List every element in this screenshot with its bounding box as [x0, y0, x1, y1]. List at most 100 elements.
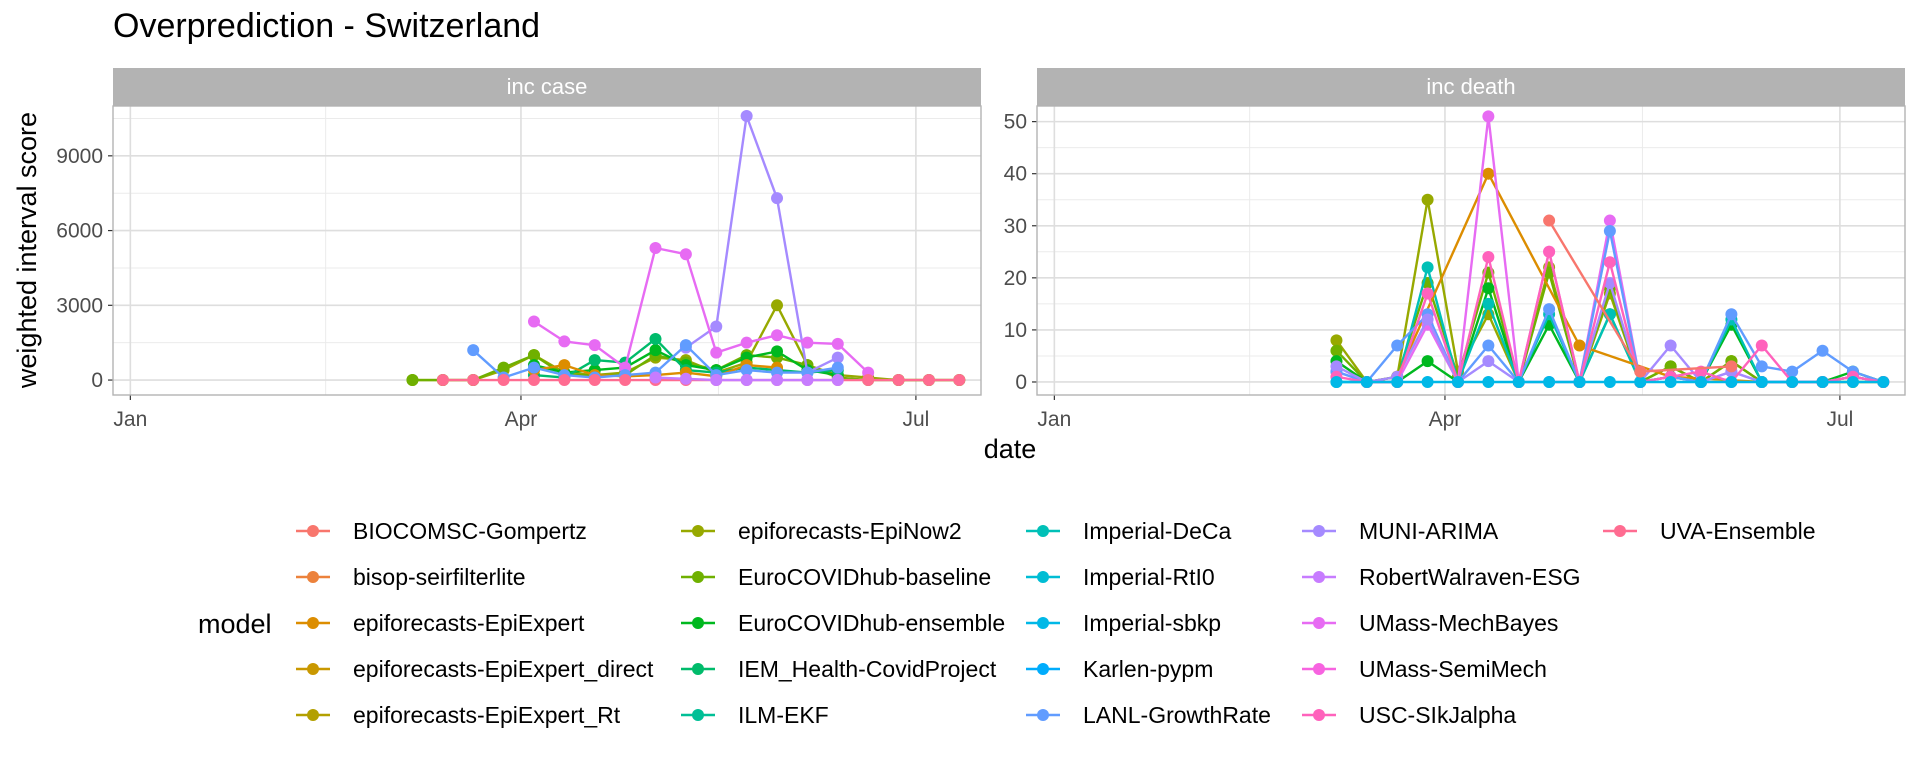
data-point: [710, 346, 723, 359]
data-point: [953, 374, 966, 387]
data-point: [1603, 214, 1616, 227]
legend-label: Karlen-pypm: [1083, 656, 1213, 682]
data-point: [771, 299, 784, 312]
data-point: [740, 109, 753, 122]
data-point: [1330, 375, 1343, 388]
data-point: [1695, 375, 1708, 388]
legend-label: EuroCOVIDhub-ensemble: [738, 610, 1005, 636]
legend-label: IEM_Health-CovidProject: [738, 656, 997, 682]
y-tick-label: 30: [1004, 215, 1027, 238]
data-point: [1725, 375, 1738, 388]
legend-label: epiforecasts-EpiExpert_Rt: [353, 702, 621, 728]
data-point: [831, 351, 844, 364]
data-point: [1421, 313, 1434, 326]
legend-key-point: [307, 663, 319, 675]
legend-label: epiforecasts-EpiNow2: [738, 518, 962, 544]
data-point: [1603, 224, 1616, 237]
data-point: [1664, 339, 1677, 352]
legend-item: bisop-seirfilterlite: [296, 564, 526, 590]
data-point: [922, 374, 935, 387]
panel-inc-death: inc death 0 10 20 30 40 50 Jan Apr Jul: [1004, 68, 1906, 431]
chart-title: Overprediction - Switzerland: [113, 7, 540, 45]
legend-label: MUNI-ARIMA: [1359, 518, 1499, 544]
series-Imperial-sbkp: [1330, 375, 1890, 388]
data-point: [862, 374, 875, 387]
data-point: [1786, 375, 1799, 388]
y-tick-label: 6000: [56, 220, 103, 243]
data-point: [649, 371, 662, 384]
data-point: [1421, 287, 1434, 300]
data-point: [588, 354, 601, 367]
y-tick-label: 0: [1015, 371, 1027, 394]
data-point: [1482, 282, 1495, 295]
data-point: [527, 349, 540, 362]
y-tick-label: 50: [1004, 111, 1027, 134]
data-point: [467, 374, 480, 387]
y-tick-label: 3000: [56, 294, 103, 317]
data-point: [831, 337, 844, 350]
data-point: [1482, 110, 1495, 123]
legend-key-point: [1037, 571, 1049, 583]
data-point: [1664, 375, 1677, 388]
data-point: [1451, 375, 1464, 388]
y-tick-label: 10: [1004, 319, 1027, 342]
legend-item: EuroCOVIDhub-baseline: [681, 564, 991, 590]
data-point: [1786, 365, 1799, 378]
legend-item: Imperial-DeCa: [1026, 518, 1231, 544]
x-tick-label: Jan: [1037, 408, 1071, 431]
legend-item: UVA-Ensemble: [1603, 518, 1816, 544]
data-point: [1603, 375, 1616, 388]
data-point: [649, 332, 662, 345]
data-point: [527, 374, 540, 387]
legend-item: UMass-MechBayes: [1302, 610, 1558, 636]
legend-key-point: [692, 525, 704, 537]
data-point: [1512, 375, 1525, 388]
data-point: [1725, 308, 1738, 321]
data-point: [831, 374, 844, 387]
data-point: [649, 344, 662, 357]
data-point: [1603, 256, 1616, 269]
legend-item: Karlen-pypm: [1026, 656, 1213, 682]
data-point: [497, 361, 510, 374]
data-point: [1330, 360, 1343, 373]
data-point: [1603, 277, 1616, 290]
data-point: [1543, 375, 1556, 388]
panel-strip: [1037, 68, 1905, 106]
data-point: [467, 344, 480, 357]
data-point: [619, 374, 632, 387]
series-RobertWalraven-ESG: [649, 371, 844, 387]
data-point: [1421, 261, 1434, 274]
data-point: [740, 336, 753, 349]
panel-strip-label: inc death: [1426, 74, 1515, 99]
legend-label: ILM-EKF: [738, 702, 829, 728]
data-point: [1573, 339, 1586, 352]
legend-key-point: [307, 709, 319, 721]
data-point: [1877, 375, 1890, 388]
data-point: [1755, 339, 1768, 352]
legend-label: RobertWalraven-ESG: [1359, 564, 1581, 590]
legend-key-point: [692, 617, 704, 629]
data-point: [1543, 245, 1556, 258]
legend-item: epiforecasts-EpiExpert: [296, 610, 585, 636]
data-point: [558, 374, 571, 387]
y-tick-label: 0: [91, 369, 103, 392]
legend-key-point: [1037, 709, 1049, 721]
legend-item: ILM-EKF: [681, 702, 829, 728]
y-tick-label: 9000: [56, 145, 103, 168]
legend-key-point: [692, 571, 704, 583]
legend-label: LANL-GrowthRate: [1083, 702, 1271, 728]
data-point: [1330, 334, 1343, 347]
y-tick-label: 20: [1004, 267, 1027, 290]
data-point: [1360, 375, 1373, 388]
data-point: [1543, 303, 1556, 316]
plot-background: [113, 106, 981, 395]
data-point: [801, 374, 814, 387]
data-point: [1421, 193, 1434, 206]
data-point: [558, 359, 571, 372]
x-tick-label: Jul: [902, 408, 929, 431]
data-point: [1573, 375, 1586, 388]
legend-label: epiforecasts-EpiExpert: [353, 610, 585, 636]
legend-item: epiforecasts-EpiExpert_Rt: [296, 702, 621, 728]
y-axis-label: weighted interval score: [12, 112, 42, 389]
data-point: [558, 335, 571, 348]
